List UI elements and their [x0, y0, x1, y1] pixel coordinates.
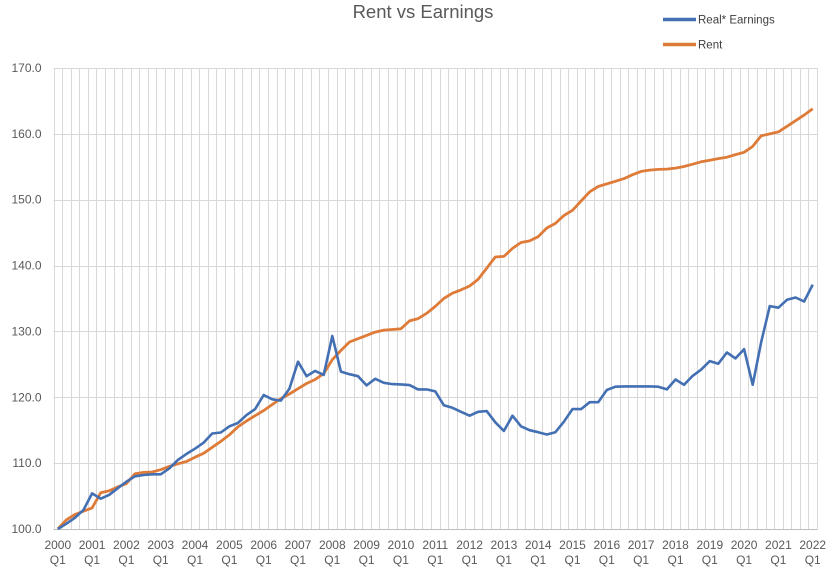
- svg-text:Q1: Q1: [770, 553, 786, 567]
- svg-text:100.0: 100.0: [11, 522, 41, 536]
- svg-text:Q1: Q1: [393, 553, 409, 567]
- svg-text:Q1: Q1: [153, 553, 169, 567]
- svg-text:2004: 2004: [182, 538, 209, 552]
- svg-text:Q1: Q1: [290, 553, 306, 567]
- svg-text:2013: 2013: [491, 538, 518, 552]
- svg-text:2022: 2022: [799, 538, 826, 552]
- svg-text:Q1: Q1: [84, 553, 100, 567]
- svg-text:2007: 2007: [285, 538, 312, 552]
- svg-text:Q1: Q1: [564, 553, 580, 567]
- svg-text:2011: 2011: [422, 538, 448, 552]
- svg-text:150.0: 150.0: [11, 193, 41, 207]
- svg-text:2005: 2005: [216, 538, 243, 552]
- svg-text:2018: 2018: [662, 538, 689, 552]
- svg-text:Q1: Q1: [462, 553, 478, 567]
- svg-text:Q1: Q1: [324, 553, 340, 567]
- svg-text:Q1: Q1: [496, 553, 512, 567]
- svg-text:Q1: Q1: [359, 553, 375, 567]
- svg-text:140.0: 140.0: [11, 259, 41, 273]
- svg-text:Q1: Q1: [667, 553, 683, 567]
- svg-text:Q1: Q1: [702, 553, 718, 567]
- svg-text:2012: 2012: [456, 538, 483, 552]
- svg-text:110.0: 110.0: [12, 456, 41, 470]
- svg-text:2014: 2014: [525, 538, 552, 552]
- svg-text:130.0: 130.0: [11, 324, 41, 338]
- svg-text:2009: 2009: [353, 538, 380, 552]
- svg-text:2021: 2021: [765, 538, 792, 552]
- svg-text:Real* Earnings: Real* Earnings: [698, 15, 775, 27]
- svg-text:Rent: Rent: [698, 40, 723, 52]
- svg-text:2001: 2001: [79, 538, 106, 552]
- svg-text:Q1: Q1: [427, 553, 443, 567]
- svg-text:2008: 2008: [319, 538, 346, 552]
- svg-text:Q1: Q1: [805, 553, 821, 567]
- svg-text:120.0: 120.0: [11, 390, 41, 404]
- svg-text:2006: 2006: [250, 538, 277, 552]
- svg-text:2015: 2015: [559, 538, 586, 552]
- svg-text:Q1: Q1: [50, 553, 66, 567]
- svg-text:2002: 2002: [113, 538, 140, 552]
- svg-text:Q1: Q1: [118, 553, 134, 567]
- svg-text:Q1: Q1: [187, 553, 203, 567]
- svg-text:2019: 2019: [696, 538, 723, 552]
- svg-text:Q1: Q1: [736, 553, 752, 567]
- svg-text:Q1: Q1: [633, 553, 649, 567]
- svg-text:Q1: Q1: [530, 553, 546, 567]
- svg-text:2010: 2010: [388, 538, 415, 552]
- svg-text:2003: 2003: [147, 538, 174, 552]
- svg-text:Rent vs Earnings: Rent vs Earnings: [353, 1, 494, 22]
- svg-text:2020: 2020: [731, 538, 758, 552]
- svg-text:Q1: Q1: [256, 553, 272, 567]
- svg-text:Q1: Q1: [221, 553, 237, 567]
- svg-text:170.0: 170.0: [11, 61, 41, 75]
- svg-text:2016: 2016: [593, 538, 620, 552]
- svg-text:160.0: 160.0: [11, 127, 41, 141]
- svg-text:Q1: Q1: [599, 553, 615, 567]
- svg-text:2017: 2017: [628, 538, 655, 552]
- svg-text:2000: 2000: [44, 538, 71, 552]
